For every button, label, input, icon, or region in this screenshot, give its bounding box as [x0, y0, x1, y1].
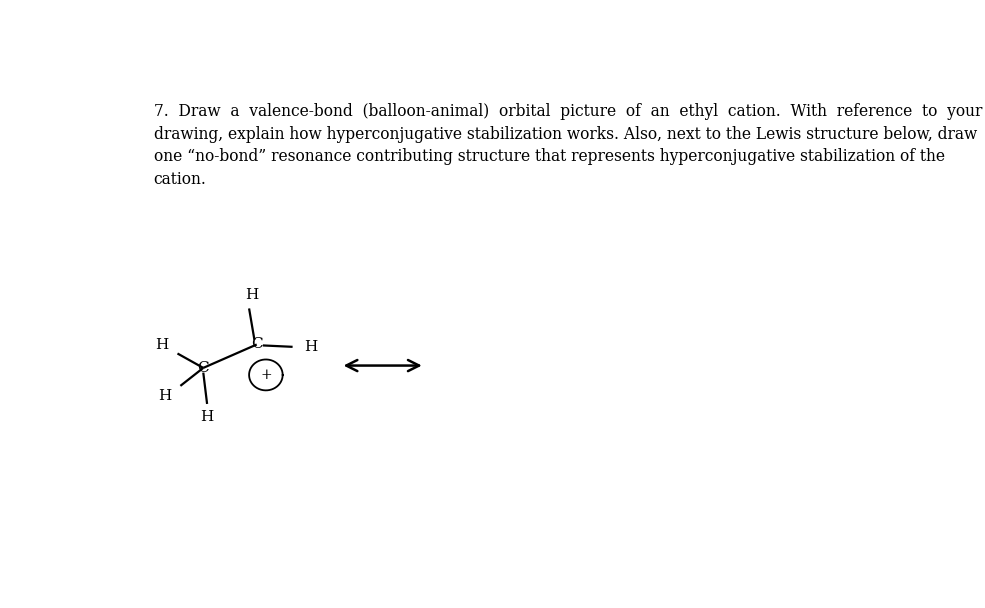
Text: one “no-bond” resonance contributing structure that represents hyperconjugative : one “no-bond” resonance contributing str…	[154, 148, 945, 165]
Text: H: H	[158, 389, 171, 402]
Text: drawing, explain how hyperconjugative stabilization works. Also, next to the Lew: drawing, explain how hyperconjugative st…	[154, 126, 977, 143]
Text: +: +	[260, 368, 272, 382]
Text: C: C	[251, 337, 263, 351]
Text: H: H	[244, 288, 258, 302]
Text: cation.: cation.	[154, 171, 207, 188]
Text: H: H	[201, 410, 214, 424]
Text: H: H	[304, 340, 317, 354]
Text: H: H	[155, 338, 168, 352]
Text: C: C	[197, 361, 209, 375]
Text: 7.  Draw  a  valence-bond  (balloon-animal)  orbital  picture  of  an  ethyl  ca: 7. Draw a valence-bond (balloon-animal) …	[154, 103, 982, 120]
